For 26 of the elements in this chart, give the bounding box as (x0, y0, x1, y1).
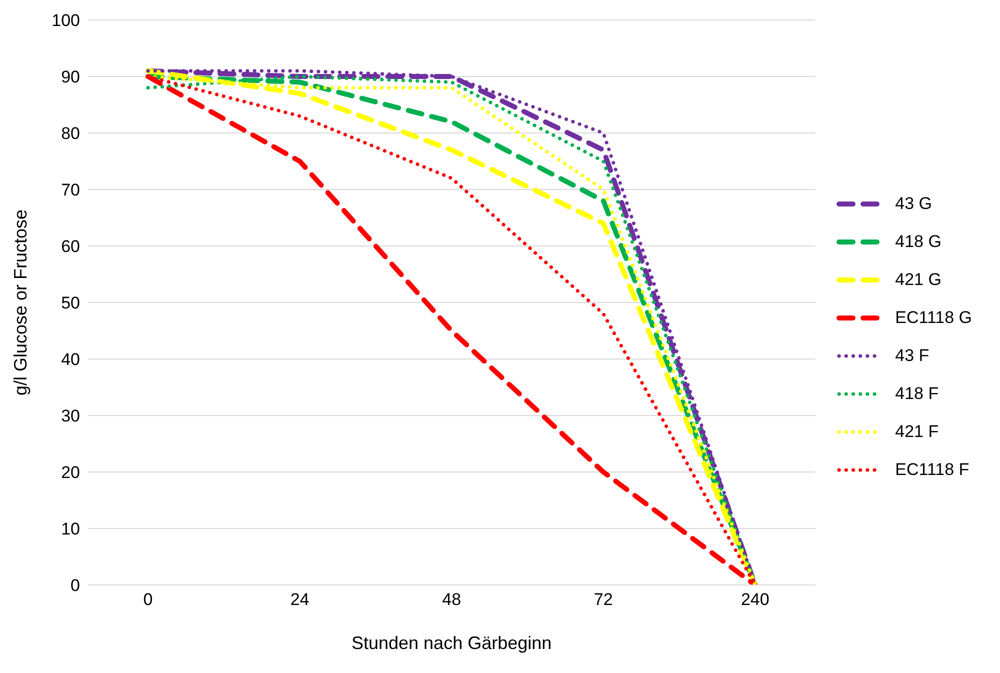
x-axis-title: Stunden nach Gärbeginn (351, 633, 552, 653)
y-tick-label: 40 (61, 350, 80, 370)
legend-label: EC1118 G (895, 306, 972, 328)
legend-label: 418 G (895, 230, 942, 252)
legend-label: 421 G (895, 268, 942, 290)
x-tick-label: 24 (290, 590, 310, 610)
x-tick-label: 0 (143, 590, 153, 610)
y-tick-label: 50 (61, 294, 80, 313)
y-tick-label: 0 (70, 576, 80, 596)
x-tick-label: 240 (740, 590, 770, 610)
x-tick-label: 72 (594, 590, 613, 610)
legend-label: 43 G (895, 192, 932, 214)
y-tick-label: 20 (61, 463, 80, 482)
y-tick-label: 90 (61, 68, 80, 87)
y-tick-label: 30 (61, 406, 80, 426)
y-tick-label: 10 (61, 520, 80, 539)
x-tick-label: 48 (442, 590, 462, 610)
y-tick-label: 70 (61, 180, 80, 200)
legend-label: 418 F (895, 382, 939, 404)
y-tick-label: 60 (61, 237, 80, 256)
y-tick-label: 100 (52, 11, 80, 30)
y-tick-label: 80 (61, 124, 80, 144)
legend-label: EC1118 F (895, 458, 970, 480)
legend-label: 421 F (895, 420, 939, 442)
legend-label: 43 F (895, 344, 930, 366)
y-axis-title: g/l Glucose or Fructose (10, 209, 30, 396)
